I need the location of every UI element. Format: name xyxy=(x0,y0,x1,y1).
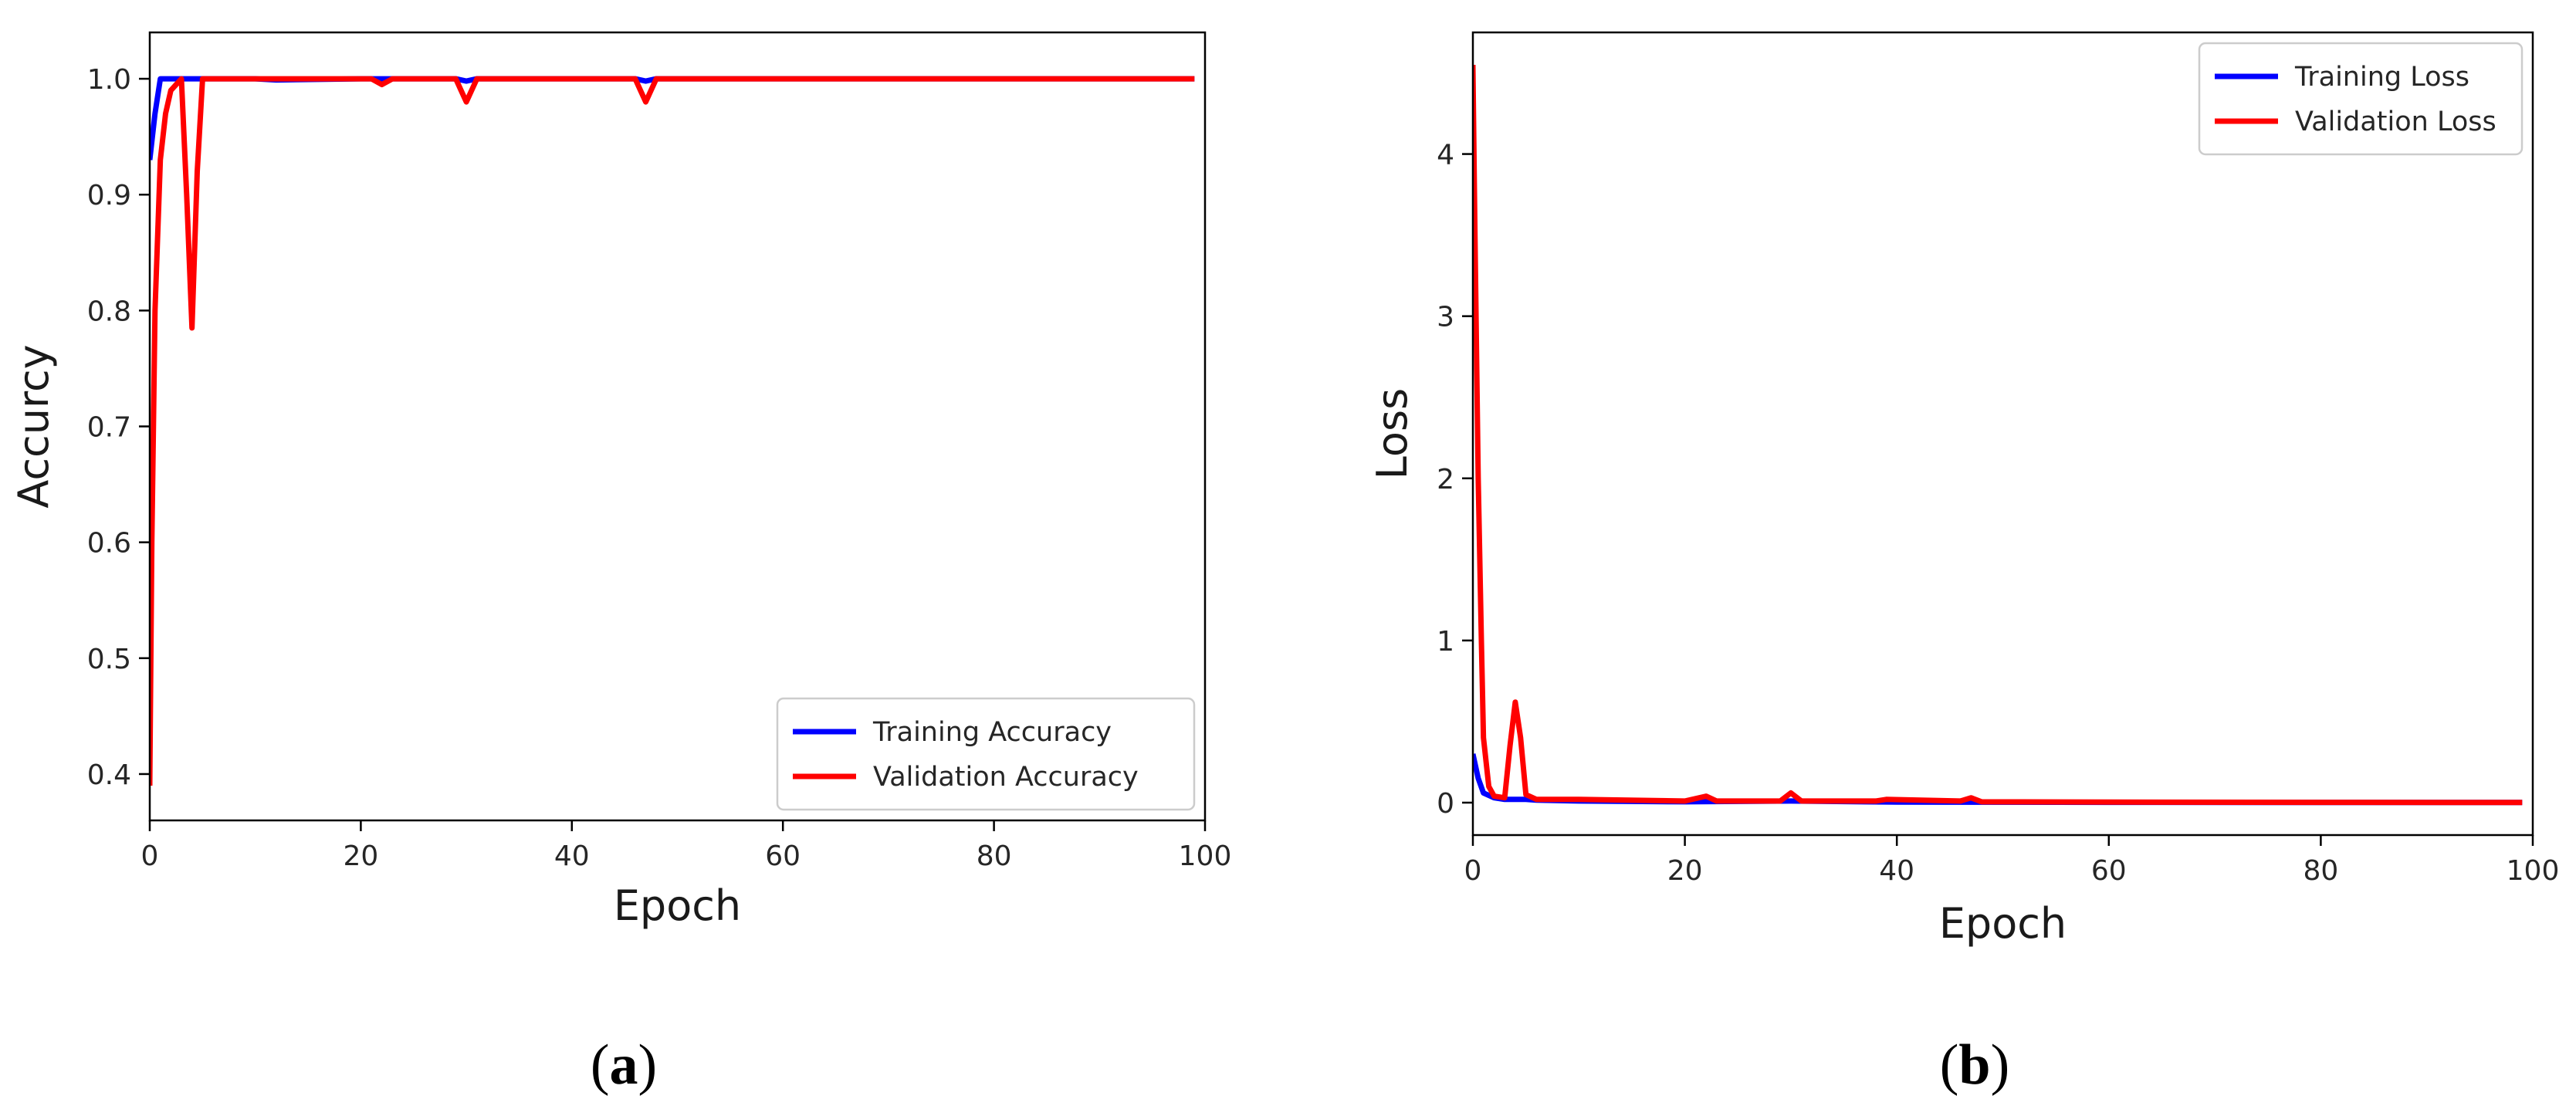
legend-label: Validation Loss xyxy=(2295,107,2496,137)
x-tick-label: 80 xyxy=(2303,855,2338,887)
chart-panel-b: 0 20 40 60 80 100 0 1 2 3 4 Epoch Loss Training Loss V… xyxy=(1368,31,2560,948)
legend: Training Loss Validation Loss xyxy=(2198,42,2524,156)
y-tick-label: 3 xyxy=(1437,302,1454,333)
x-axis-label: Epoch xyxy=(614,881,741,930)
x-tick-label: 100 xyxy=(1179,840,1232,872)
caption-b: (b) xyxy=(1939,1033,2010,1097)
series-line-training-accuracy xyxy=(150,76,1195,161)
y-tick-label: 0.6 xyxy=(87,528,131,560)
x-tick-label: 60 xyxy=(2091,855,2127,887)
series-line-validation-loss xyxy=(1473,64,2523,806)
x-tick-label: 0 xyxy=(141,840,159,872)
legend-box xyxy=(776,697,1196,811)
y-tick-label: 1 xyxy=(1437,626,1454,658)
y-tick-label: 0.5 xyxy=(87,644,131,675)
y-tick-label: 0 xyxy=(1437,788,1454,820)
x-tick-label: 40 xyxy=(1879,855,1914,887)
y-tick-label: 2 xyxy=(1437,464,1454,495)
series-line-training-loss xyxy=(1473,753,2523,806)
caption-a: (a) xyxy=(590,1033,658,1097)
y-tick-label: 0.9 xyxy=(87,180,131,211)
x-tick-label: 40 xyxy=(554,840,590,872)
legend-label: Training Loss xyxy=(2294,62,2469,93)
legend-label: Validation Accuracy xyxy=(873,762,1139,793)
x-tick-label: 100 xyxy=(2507,855,2560,887)
x-tick-label: 60 xyxy=(765,840,801,872)
x-tick-label: 80 xyxy=(977,840,1012,872)
legend-box xyxy=(2198,42,2524,156)
y-axis-label: Loss xyxy=(1368,388,1417,479)
y-axis-label: Accurcy xyxy=(9,344,58,508)
y-tick-label: 0.8 xyxy=(87,296,131,327)
y-tick-label: 4 xyxy=(1437,140,1454,171)
x-tick-label: 0 xyxy=(1464,855,1482,887)
y-tick-label: 1.0 xyxy=(87,64,131,96)
legend: Training Accuracy Validation Accuracy xyxy=(776,697,1196,811)
x-axis-label: Epoch xyxy=(1939,899,2067,948)
plot-frame xyxy=(1471,31,2534,837)
y-tick-label: 0.4 xyxy=(87,759,131,791)
x-tick-label: 20 xyxy=(343,840,378,872)
legend-label: Training Accuracy xyxy=(872,717,1112,748)
y-tick-label: 0.7 xyxy=(87,412,131,444)
x-tick-label: 20 xyxy=(1667,855,1703,887)
series-line-validation-accuracy xyxy=(150,76,1195,786)
chart-panel-a: 0 20 40 60 80 100 0.4 0.5 0.6 0.7 0.8 0.9 1.0 Epoch Ac… xyxy=(9,31,1232,930)
